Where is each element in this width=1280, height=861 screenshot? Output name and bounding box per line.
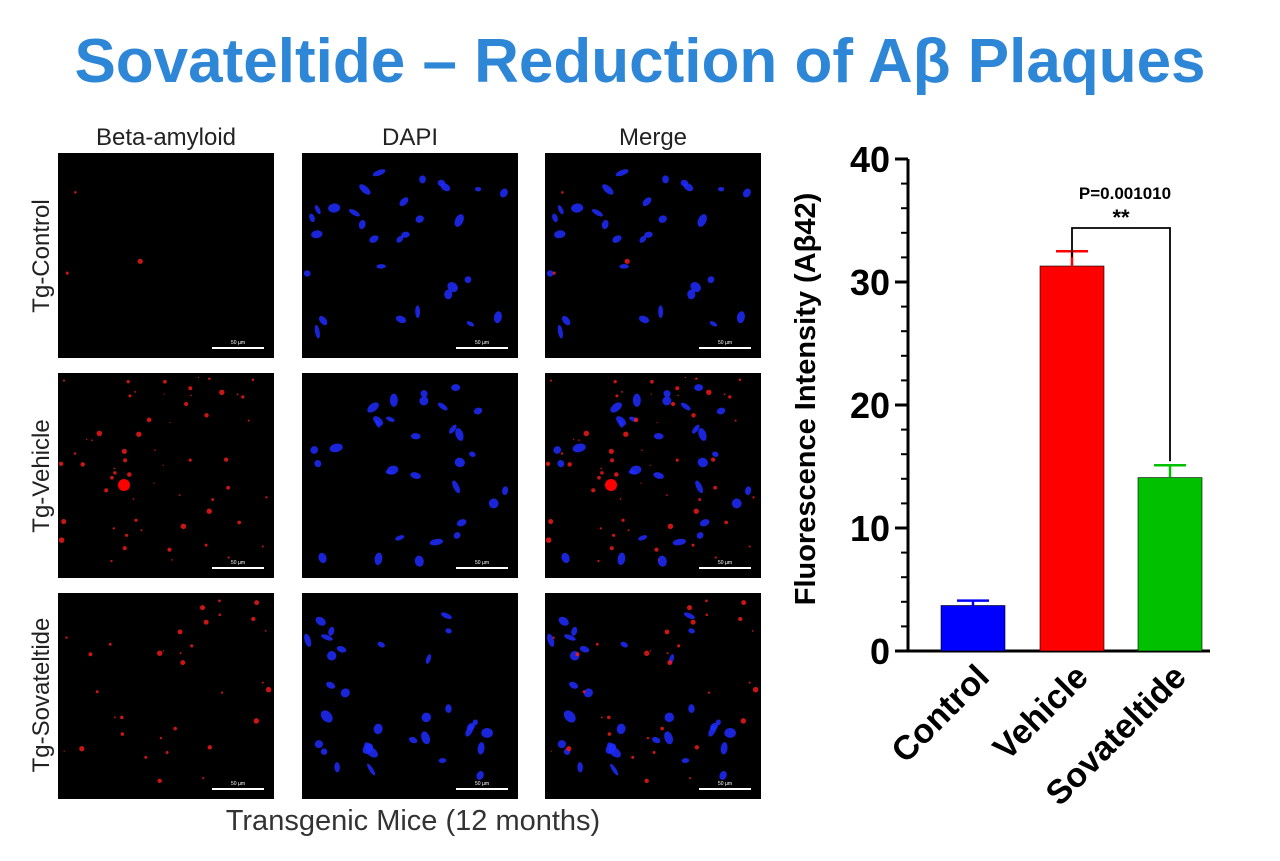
micrograph-tg-control-dapi: 50 µm: [302, 153, 518, 358]
micrograph-tg-vehicle-merge: 50 µm: [545, 373, 761, 578]
scale-bar-label: 50 µm: [718, 781, 732, 787]
significance-stars: **: [1112, 205, 1130, 230]
micrograph-tg-vehicle-dapi: 50 µm: [302, 373, 518, 578]
scale-bar-label: 50 µm: [475, 781, 489, 787]
scale-bar-label: 50 µm: [475, 560, 489, 566]
bar-sovateltide: [1137, 477, 1203, 652]
scale-bar: [456, 788, 508, 790]
micrograph-tg-control-merge: 50 µm: [545, 153, 761, 358]
bar-control: [940, 605, 1006, 652]
p-value-label: P=0.001010: [1079, 184, 1171, 203]
fluorescence-bar-chart: 0 10 20 30 40 Fluorescence Intensity (Aβ42) Co…: [790, 139, 1210, 813]
scale-bar-label: 50 µm: [718, 340, 732, 346]
scale-bar: [456, 347, 508, 349]
row-header-tg-control: Tg-Control: [28, 199, 55, 313]
row-header-tg-sovateltide: Tg-Sovateltide: [28, 617, 55, 773]
x-tick-label-control: Control: [884, 658, 996, 770]
y-tick-label: 30: [850, 262, 890, 303]
scale-bar: [456, 567, 508, 569]
scale-bar-label: 50 µm: [718, 560, 732, 566]
scale-bar-label: 50 µm: [475, 340, 489, 346]
y-tick-label: 0: [870, 631, 890, 672]
column-header-merge: Merge: [618, 124, 688, 151]
micrograph-tg-control-beta-amyloid: 50 µm: [58, 153, 274, 358]
scale-bar: [699, 567, 751, 569]
micrograph-tg-sovateltide-dapi: 50 µm: [302, 593, 518, 799]
scale-bar: [212, 567, 264, 569]
y-axis-label: Fluorescence Intensity (Aβ42): [790, 193, 822, 606]
y-tick-label: 10: [850, 508, 890, 549]
significance-bracket: [1071, 227, 1171, 462]
micrograph-tg-sovateltide-beta-amyloid: 50 µm: [58, 593, 274, 799]
y-tick-label: 20: [850, 385, 890, 426]
row-header-tg-vehicle: Tg-Vehicle: [28, 419, 55, 533]
bar-vehicle: [1039, 265, 1105, 652]
scale-bar: [212, 347, 264, 349]
micrograph-tg-vehicle-beta-amyloid: 50 µm: [58, 373, 274, 578]
scale-bar: [699, 347, 751, 349]
micrograph-tg-sovateltide-merge: 50 µm: [545, 593, 761, 799]
scale-bar: [212, 788, 264, 790]
scale-bar-label: 50 µm: [231, 340, 245, 346]
figure-footer: Transgenic Mice (12 months): [225, 805, 601, 837]
y-tick-label: 40: [850, 139, 890, 180]
scale-bar: [699, 788, 751, 790]
scale-bar-label: 50 µm: [231, 560, 245, 566]
column-header-dapi: DAPI: [381, 124, 438, 151]
scale-bar-label: 50 µm: [231, 781, 245, 787]
column-header-beta-amyloid: Beta-amyloid: [95, 124, 237, 151]
slide-title: Sovateltide – Reduction of Aβ Plaques: [74, 27, 1206, 96]
